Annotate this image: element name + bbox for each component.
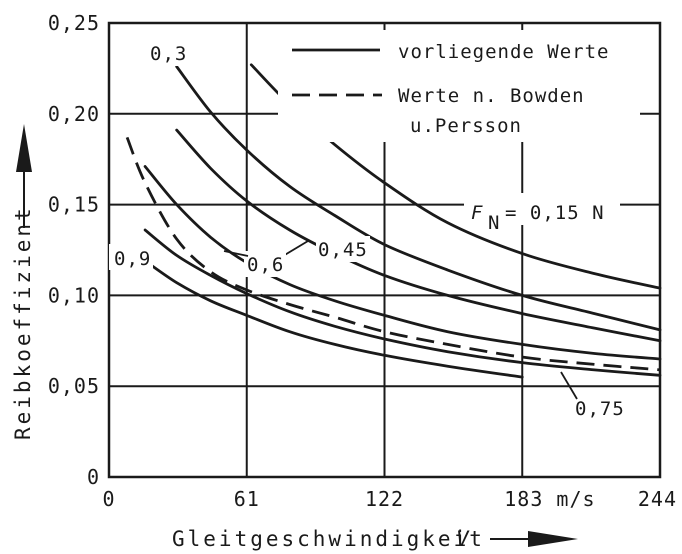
leader-0-75 (560, 371, 578, 400)
series-line-2 (175, 128, 662, 343)
curve-label-fn: F (471, 202, 483, 224)
legend-label-solid: vorliegende Werte (398, 41, 609, 63)
x-axis-label-group: Gleitgeschwindigkeit V (172, 527, 578, 551)
y-tick-label-5: 0,25 (48, 11, 100, 35)
y-tick-labels: 0 0,05 0,10 0,15 0,20 0,25 (48, 11, 100, 489)
curves (125, 63, 662, 379)
label-03-knockout (146, 40, 190, 66)
series-line-1 (175, 65, 662, 332)
label-06-knockout (244, 251, 286, 277)
y-axis-label: Reibkoeffizient (11, 205, 35, 440)
series-line-5 (143, 259, 524, 379)
curve-label-fn-sub: N (488, 212, 500, 234)
x-axis-arrow-icon (528, 531, 578, 547)
x-tick-label-4: 244 (638, 487, 677, 511)
curve-label-0-3: 0,3 (150, 43, 187, 65)
label-09-knockout (109, 244, 153, 270)
legend-label-dashed-line2: u.Persson (410, 115, 522, 137)
series-line-4 (143, 228, 662, 377)
curve-label-fn-value: = 0,15 N (505, 202, 605, 224)
x-tick-label-1: 61 (234, 487, 260, 511)
y-tick-label-2: 0,10 (48, 283, 100, 307)
series-line-6 (125, 136, 661, 372)
leader-0-45 (282, 240, 309, 257)
y-axis-arrow-icon (16, 124, 32, 172)
y-axis-label-group: Reibkoeffizient (11, 124, 35, 440)
y-tick-label-3: 0,15 (48, 193, 100, 217)
y-tick-label-0: 0 (87, 465, 100, 489)
curve-label-0-45: 0,45 (318, 239, 368, 261)
legend-label-dashed: Werte n. Bowden (398, 85, 585, 107)
x-tick-labels: 0 61 122 183 m/s 244 (102, 487, 677, 511)
curve-label-0-75: 0,75 (575, 398, 625, 420)
y-tick-label-1: 0,05 (48, 374, 100, 398)
x-tick-label-3: 183 m/s (504, 487, 595, 511)
x-axis-symbol: V (456, 527, 472, 551)
x-axis-label: Gleitgeschwindigkeit (172, 527, 485, 551)
label-fn-knockout (464, 193, 620, 225)
leader-0-6 (223, 250, 249, 257)
curve-label-0-9: 0,9 (114, 248, 151, 270)
label-075-knockout (572, 395, 628, 421)
x-tick-label-0: 0 (102, 487, 115, 511)
curve-labels: 0,3 0,45 0,6 0,9 0,75 F N = 0,15 N (109, 40, 628, 421)
series-line-3 (143, 165, 662, 361)
curve-label-0-6: 0,6 (247, 254, 284, 276)
legend: vorliegende Werte Werte n. Bowden u.Pers… (278, 30, 640, 142)
y-tick-label-4: 0,20 (48, 102, 100, 126)
label-045-knockout (316, 236, 370, 262)
x-tick-label-2: 122 (365, 487, 404, 511)
